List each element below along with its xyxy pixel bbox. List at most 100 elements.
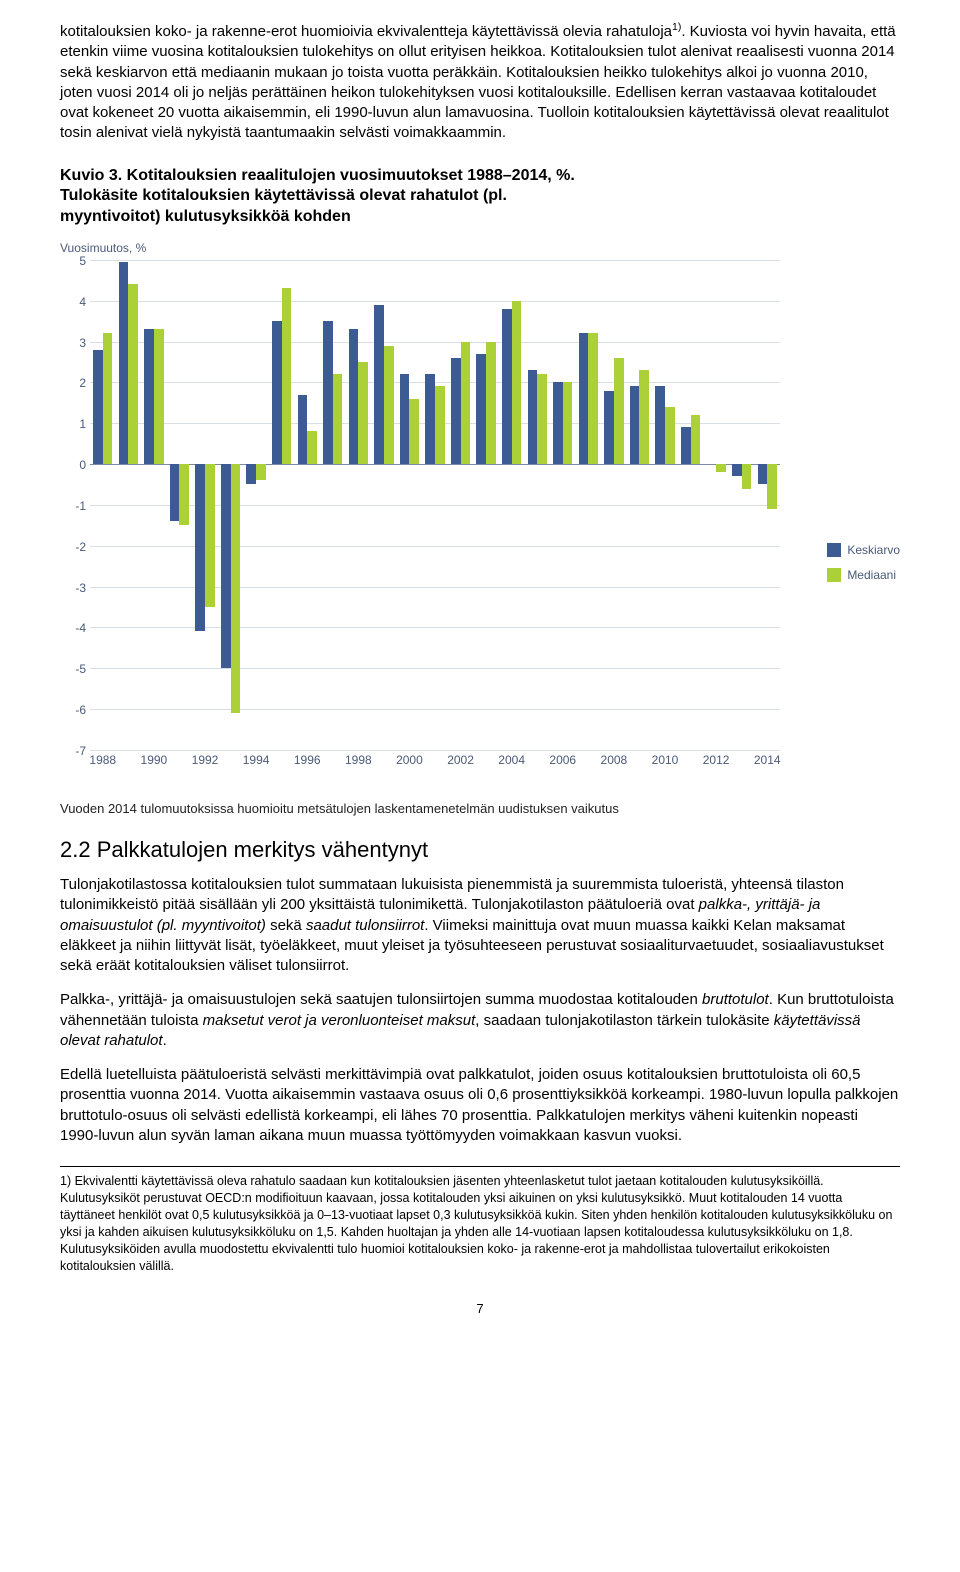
x-tick-label: 2008 — [601, 752, 628, 768]
y-tick-label: -7 — [70, 743, 86, 759]
y-tick-label: 4 — [70, 294, 86, 310]
y-tick-label: 3 — [70, 335, 86, 351]
legend-swatch-keskiarvo — [827, 543, 841, 557]
x-tick-label: 1998 — [345, 752, 372, 768]
section-p2: Tulonjakotilastossa kotitalouksien tulot… — [60, 875, 900, 976]
y-tick-label: 1 — [70, 416, 86, 432]
bar-mediaani — [179, 464, 189, 525]
x-tick-label: 2004 — [498, 752, 525, 768]
p1-sup: 1) — [672, 21, 681, 33]
p2-b: sekä — [266, 917, 306, 934]
bar-keskiarvo — [425, 374, 435, 464]
x-tick-label: 2012 — [703, 752, 730, 768]
x-tick-label: 1992 — [192, 752, 219, 768]
x-tick-label: 2002 — [447, 752, 474, 768]
bar-keskiarvo — [528, 370, 538, 464]
page-number: 7 — [60, 1300, 900, 1318]
y-tick-label: 5 — [70, 253, 86, 269]
bar-mediaani — [512, 301, 522, 464]
bar-mediaani — [665, 407, 675, 464]
bar-mediaani — [486, 342, 496, 465]
bar-keskiarvo — [630, 386, 640, 464]
p3-a: Palkka-, yrittäjä- ja omaisuustulojen se… — [60, 991, 702, 1008]
bar-keskiarvo — [451, 358, 461, 464]
x-tick-label: 2000 — [396, 752, 423, 768]
intro-paragraph: kotitalouksien koko- ja rakenne-erot huo… — [60, 20, 900, 144]
bar-mediaani — [154, 329, 164, 464]
bar-keskiarvo — [170, 464, 180, 521]
p3-i1: bruttotulot — [702, 991, 769, 1008]
bar-mediaani — [128, 284, 138, 464]
bars-group — [90, 260, 780, 750]
bar-keskiarvo — [604, 391, 614, 465]
bar-keskiarvo — [655, 386, 665, 464]
y-tick-label: -3 — [70, 580, 86, 596]
chart-title: Kuvio 3. Kotitalouksien reaalitulojen vu… — [60, 166, 900, 228]
bar-keskiarvo — [681, 427, 691, 464]
chart-note: Vuoden 2014 tulomuutoksissa huomioitu me… — [60, 800, 900, 818]
bar-mediaani — [614, 358, 624, 464]
legend-label-keskiarvo: Keskiarvo — [847, 542, 900, 558]
x-tick-label: 1990 — [141, 752, 168, 768]
bar-keskiarvo — [579, 333, 589, 464]
x-tick-label: 1996 — [294, 752, 321, 768]
bar-keskiarvo — [119, 262, 129, 464]
y-tick-label: -4 — [70, 620, 86, 636]
bar-keskiarvo — [93, 350, 103, 464]
bar-keskiarvo — [246, 464, 256, 484]
bar-mediaani — [307, 431, 317, 464]
legend-keskiarvo: Keskiarvo — [827, 542, 900, 558]
x-tick-label: 2006 — [549, 752, 576, 768]
bar-keskiarvo — [553, 382, 563, 464]
p3-c: , saadaan tulonjakotilaston tärkein tulo… — [475, 1012, 774, 1029]
bar-mediaani — [358, 362, 368, 464]
y-tick-label: 2 — [70, 375, 86, 391]
footnote: 1) Ekvivalentti käytettävissä oleva raha… — [60, 1173, 900, 1274]
bar-mediaani — [537, 374, 547, 464]
bar-keskiarvo — [400, 374, 410, 464]
legend-label-mediaani: Mediaani — [847, 567, 896, 583]
legend-swatch-mediaani — [827, 568, 841, 582]
bar-mediaani — [767, 464, 777, 509]
bar-mediaani — [333, 374, 343, 464]
footnote-separator — [60, 1166, 900, 1167]
bar-mediaani — [461, 342, 471, 465]
bar-keskiarvo — [144, 329, 154, 464]
bar-mediaani — [563, 382, 573, 464]
bar-keskiarvo — [272, 321, 282, 464]
chart-legend: Keskiarvo Mediaani — [827, 542, 900, 590]
y-tick-label: -5 — [70, 661, 86, 677]
p3-i2: maksetut verot ja veronluonteiset maksut — [203, 1012, 476, 1029]
bar-mediaani — [282, 288, 292, 464]
p2-i2: saadut tulonsiirrot — [306, 917, 424, 934]
bar-mediaani — [742, 464, 752, 489]
bar-mediaani — [435, 386, 445, 464]
bar-keskiarvo — [732, 464, 742, 476]
bar-mediaani — [639, 370, 649, 464]
chart-title-line3: myyntivoitot) kulutusyksikköä kohden — [60, 208, 351, 225]
bar-mediaani — [205, 464, 215, 607]
bar-mediaani — [691, 415, 701, 464]
bar-mediaani — [384, 346, 394, 464]
bar-mediaani — [103, 333, 113, 464]
x-tick-label: 1994 — [243, 752, 270, 768]
bar-keskiarvo — [374, 305, 384, 464]
bar-keskiarvo — [758, 464, 768, 484]
bar-keskiarvo — [221, 464, 231, 668]
section-p3: Palkka-, yrittäjä- ja omaisuustulojen se… — [60, 990, 900, 1051]
bar-mediaani — [256, 464, 266, 480]
y-tick-label: 0 — [70, 457, 86, 473]
bar-keskiarvo — [502, 309, 512, 464]
bar-mediaani — [588, 333, 598, 464]
bar-keskiarvo — [323, 321, 333, 464]
x-tick-label: 2014 — [754, 752, 781, 768]
bar-keskiarvo — [298, 395, 308, 464]
chart-title-line2: Tulokäsite kotitalouksien käytettävissä … — [60, 187, 507, 204]
p1-b: . Kuviosta voi hyvin havaita, että etenk… — [60, 23, 896, 141]
p3-d: . — [163, 1032, 167, 1049]
section-p4: Edellä luetelluista päätuloeristä selväs… — [60, 1065, 900, 1146]
bar-mediaani — [231, 464, 241, 713]
x-tick-label: 2010 — [652, 752, 679, 768]
y-tick-label: -6 — [70, 702, 86, 718]
y-tick-label: -1 — [70, 498, 86, 514]
